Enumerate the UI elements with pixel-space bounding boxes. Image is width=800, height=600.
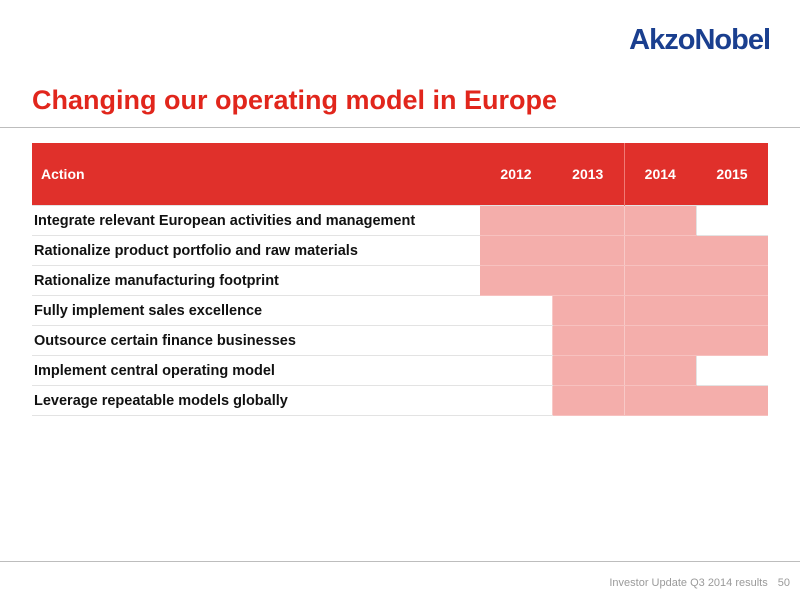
row-action-label: Integrate relevant European activities a… — [32, 205, 480, 236]
footer-text: Investor Update Q3 2014 results — [609, 577, 768, 589]
timeline-cell-2015-active — [696, 295, 768, 326]
header-year-2012: 2012 — [480, 143, 552, 206]
timeline-cell-2013-active — [552, 205, 624, 236]
akzonobel-logo: AkzoNobel — [629, 24, 771, 56]
timeline-cell-2013-active — [551, 385, 624, 416]
table-body: Integrate relevant European activities a… — [32, 205, 768, 416]
timeline-cell-2015-active — [696, 325, 768, 356]
table-row: Fully implement sales excellence — [32, 295, 768, 326]
row-action-label: Leverage repeatable models globally — [32, 385, 480, 416]
row-action-label: Implement central operating model — [32, 355, 480, 386]
timeline-cell-2013-active — [551, 295, 624, 326]
timeline-cell-2014-active — [623, 265, 696, 296]
timeline-cell-2014-active — [623, 235, 696, 266]
header-year-2014: 2014 — [623, 143, 696, 206]
table-row: Rationalize manufacturing footprint — [32, 265, 768, 296]
row-action-label: Fully implement sales excellence — [32, 295, 480, 326]
page-number: 50 — [777, 577, 790, 589]
timeline-cell-2013-active — [551, 355, 624, 386]
timeline-cell-2014-active — [623, 295, 696, 326]
timeline-cell-2013-active — [552, 265, 624, 296]
title-divider — [0, 127, 800, 128]
table-row: Rationalize product portfolio and raw ma… — [32, 235, 768, 266]
table-row: Outsource certain finance businesses — [32, 325, 768, 356]
timeline-cell-2012-inactive — [480, 295, 552, 326]
timeline-cell-2013-active — [551, 325, 624, 356]
timeline-cell-2012-active — [480, 265, 552, 296]
timeline-cell-2012-active — [480, 205, 552, 236]
timeline-cell-2015-active — [696, 265, 768, 296]
table-header-row: Action 2012 2013 2014 2015 — [32, 143, 768, 206]
timeline-cell-2014-active — [623, 355, 696, 386]
timeline-cell-2013-active — [552, 235, 624, 266]
table-row: Integrate relevant European activities a… — [32, 205, 768, 236]
timeline-cell-2012-inactive — [480, 385, 552, 416]
timeline-cell-2012-inactive — [480, 355, 552, 386]
timeline-cell-2014-active — [623, 205, 696, 236]
header-action: Action — [32, 143, 480, 206]
timeline-cell-2012-active — [480, 235, 552, 266]
timeline-cell-2014-active — [623, 385, 696, 416]
footer-divider — [0, 561, 800, 562]
row-action-label: Outsource certain finance businesses — [32, 325, 480, 356]
footer: Investor Update Q3 2014 results 50 — [609, 577, 790, 589]
row-action-label: Rationalize product portfolio and raw ma… — [32, 235, 480, 266]
table-row: Implement central operating model — [32, 355, 768, 386]
slide-title: Changing our operating model in Europe — [32, 85, 557, 115]
timeline-cell-2015-active — [696, 385, 768, 416]
timeline-cell-2014-active — [623, 325, 696, 356]
timeline-cell-2015-inactive — [695, 205, 768, 236]
header-year-2015: 2015 — [696, 143, 768, 206]
action-timeline-table: Action 2012 2013 2014 2015 Integrate rel… — [32, 143, 768, 416]
timeline-cell-2015-inactive — [695, 355, 768, 386]
timeline-cell-2012-inactive — [480, 325, 552, 356]
timeline-cell-2015-active — [696, 235, 768, 266]
header-year-2013: 2013 — [552, 143, 624, 206]
table-row: Leverage repeatable models globally — [32, 385, 768, 416]
row-action-label: Rationalize manufacturing footprint — [32, 265, 480, 296]
